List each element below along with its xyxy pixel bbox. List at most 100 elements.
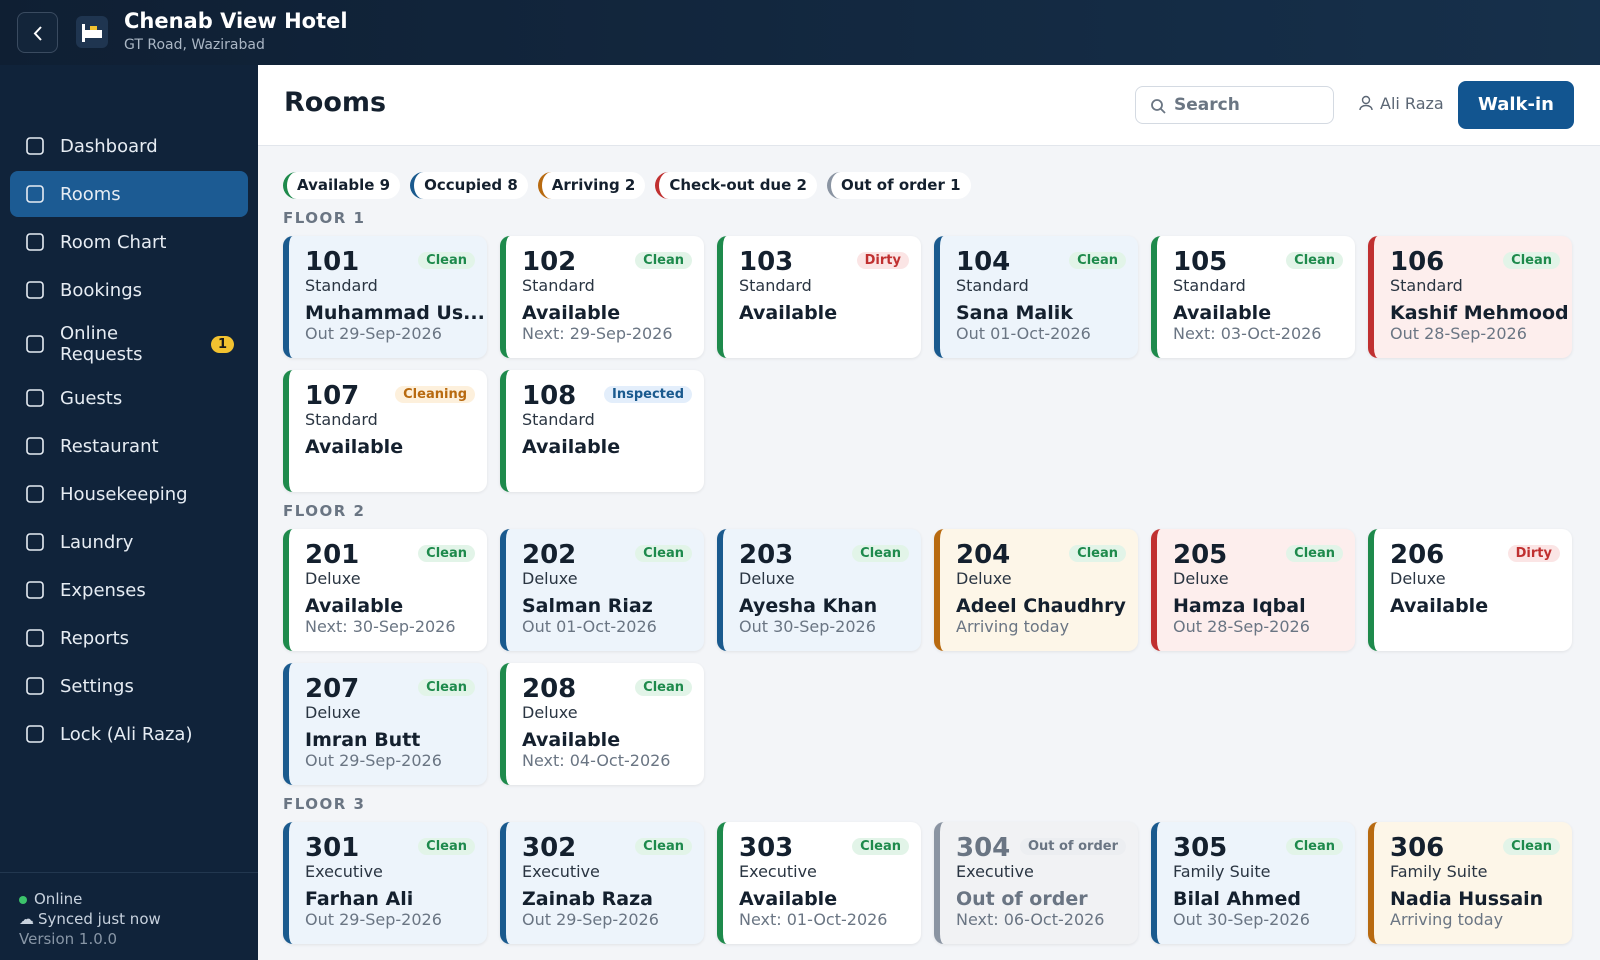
nav-icon <box>26 185 44 203</box>
nav-item[interactable]: Reports <box>10 615 248 661</box>
status-text: Online <box>34 890 83 908</box>
status: Online <box>19 889 258 909</box>
room-card[interactable]: 101 Standard Clean Muhammad Us... Out 29-Sep… <box>283 236 487 358</box>
room-card[interactable]: 103 Standard Dirty Available <box>717 236 921 358</box>
back-button[interactable] <box>17 12 58 53</box>
nav-icon <box>26 335 44 353</box>
room-card[interactable]: 304 Executive Out of order Out of order Next… <box>934 822 1138 944</box>
room-primary: Available <box>305 595 404 617</box>
room-type: Executive <box>956 862 1034 881</box>
room-type: Deluxe <box>1390 569 1446 588</box>
room-card[interactable]: 306 Family Suite Clean Nadia Hussain Arrivin… <box>1368 822 1572 944</box>
room-primary: Available <box>1173 302 1272 324</box>
nav-item[interactable]: Guests <box>10 375 248 421</box>
room-secondary: Next: 03-Oct-2026 <box>1173 324 1322 343</box>
sidebar: Dashboard Rooms Room Chart Bookings Online R… <box>0 65 258 960</box>
room-number: 204 <box>956 540 1011 570</box>
nav-item[interactable]: Dashboard <box>10 123 248 169</box>
nav-item[interactable]: Bookings <box>10 267 248 313</box>
housekeeping-tag: Clean <box>1503 252 1560 269</box>
walk-in-button[interactable]: Walk-in <box>1458 81 1574 129</box>
room-primary: Sana Malik <box>956 302 1073 324</box>
housekeeping-tag: Clean <box>635 838 692 855</box>
room-number: 107 <box>305 381 360 411</box>
nav-label: Guests <box>60 387 123 409</box>
room-card[interactable]: 106 Standard Clean Kashif Mehmood Out 28-Sep… <box>1368 236 1572 358</box>
room-card[interactable]: 203 Deluxe Clean Ayesha Khan Out 30-Sep-2026 <box>717 529 921 651</box>
room-card[interactable]: 302 Executive Clean Zainab Raza Out 29-Sep-2… <box>500 822 704 944</box>
room-grid: 101 Standard Clean Muhammad Us... Out 29-Sep… <box>283 236 1583 492</box>
room-number: 105 <box>1173 247 1228 277</box>
housekeeping-tag: Clean <box>852 838 909 855</box>
user[interactable]: Ali Raza <box>1358 94 1444 113</box>
room-number: 202 <box>522 540 577 570</box>
room-number: 102 <box>522 247 577 277</box>
room-number: 305 <box>1173 833 1228 863</box>
room-type: Standard <box>956 276 1029 295</box>
room-card[interactable]: 305 Family Suite Clean Bilal Ahmed Out 30-Se… <box>1151 822 1355 944</box>
nav-label: Housekeeping <box>60 483 188 505</box>
nav-item[interactable]: Rooms <box>10 171 248 217</box>
legend-chip: Available 9 <box>283 172 401 199</box>
room-grid: 201 Deluxe Clean Available Next: 30-Sep-2026… <box>283 529 1583 785</box>
room-secondary: Next: 01-Oct-2026 <box>739 910 888 929</box>
nav-label: Reports <box>60 627 130 649</box>
hotel-address: GT Road, Wazirabad <box>124 37 265 53</box>
legend-label: Available <box>297 176 375 194</box>
housekeeping-tag: Clean <box>418 545 475 562</box>
room-type: Deluxe <box>305 703 361 722</box>
room-secondary: Arriving today <box>956 617 1070 636</box>
room-card[interactable]: 108 Standard Inspected Available <box>500 370 704 492</box>
nav-icon <box>26 581 44 599</box>
nav-label: Bookings <box>60 279 143 301</box>
version: Version 1.0.0 <box>19 930 118 948</box>
room-type: Executive <box>305 862 383 881</box>
housekeeping-tag: Clean <box>635 252 692 269</box>
room-card[interactable]: 202 Deluxe Clean Salman Riaz Out 01-Oct-2026 <box>500 529 704 651</box>
search[interactable]: Search <box>1135 86 1334 124</box>
room-card[interactable]: 107 Standard Cleaning Available <box>283 370 487 492</box>
room-primary: Farhan Ali <box>305 888 414 910</box>
room-number: 208 <box>522 674 577 704</box>
legend-count: 2 <box>796 176 807 194</box>
housekeeping-tag: Dirty <box>1507 545 1560 562</box>
room-secondary: Next: 29-Sep-2026 <box>522 324 673 343</box>
legend-label: Check-out due <box>669 176 792 194</box>
room-card[interactable]: 207 Deluxe Clean Imran Butt Out 29-Sep-2026 <box>283 663 487 785</box>
room-card[interactable]: 205 Deluxe Clean Hamza Iqbal Out 28-Sep-2026 <box>1151 529 1355 651</box>
room-primary: Available <box>1390 595 1489 617</box>
nav-item[interactable]: Settings <box>10 663 248 709</box>
nav-icon <box>26 281 44 299</box>
room-card[interactable]: 206 Deluxe Dirty Available <box>1368 529 1572 651</box>
room-card[interactable]: 303 Executive Clean Available Next: 01-Oct-2… <box>717 822 921 944</box>
nav-label: Dashboard <box>60 135 158 157</box>
room-card[interactable]: 201 Deluxe Clean Available Next: 30-Sep-2026 <box>283 529 487 651</box>
room-type: Standard <box>305 276 378 295</box>
nav-item[interactable]: Lock (Ali Raza) <box>10 711 248 757</box>
room-card[interactable]: 301 Executive Clean Farhan Ali Out 29-Sep-20… <box>283 822 487 944</box>
nav-item[interactable]: Expenses <box>10 567 248 613</box>
content: Available 9 Occupied 8 Arriving 2 Check-out… <box>283 172 1583 944</box>
room-card[interactable]: 204 Deluxe Clean Adeel Chaudhry Arriving tod… <box>934 529 1138 651</box>
topbar: Rooms Search Ali Raza Walk-in <box>258 65 1600 146</box>
room-number: 203 <box>739 540 794 570</box>
room-secondary: Out 29-Sep-2026 <box>305 324 442 343</box>
housekeeping-tag: Clean <box>418 679 475 696</box>
housekeeping-tag: Clean <box>1286 838 1343 855</box>
room-card[interactable]: 104 Standard Clean Sana Malik Out 01-Oct-202… <box>934 236 1138 358</box>
nav-item[interactable]: Restaurant <box>10 423 248 469</box>
room-secondary: Out 01-Oct-2026 <box>956 324 1091 343</box>
legend-count: 1 <box>950 176 961 194</box>
housekeeping-tag: Dirty <box>856 252 909 269</box>
nav-icon <box>26 137 44 155</box>
nav-item[interactable]: Room Chart <box>10 219 248 265</box>
nav-item[interactable]: Laundry <box>10 519 248 565</box>
nav-item[interactable]: Housekeeping <box>10 471 248 517</box>
nav-item[interactable]: Online Requests 1 <box>10 315 248 373</box>
legend-chip: Check-out due 2 <box>655 172 817 199</box>
room-card[interactable]: 102 Standard Clean Available Next: 29-Sep-20… <box>500 236 704 358</box>
room-grid: 301 Executive Clean Farhan Ali Out 29-Sep-20… <box>283 822 1583 944</box>
room-card[interactable]: 208 Deluxe Clean Available Next: 04-Oct-2026 <box>500 663 704 785</box>
room-type: Standard <box>1173 276 1246 295</box>
room-card[interactable]: 105 Standard Clean Available Next: 03-Oct-20… <box>1151 236 1355 358</box>
